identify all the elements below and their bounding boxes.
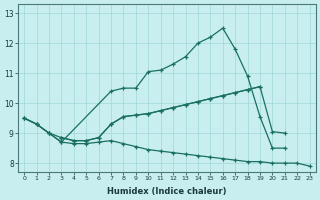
- X-axis label: Humidex (Indice chaleur): Humidex (Indice chaleur): [107, 187, 227, 196]
